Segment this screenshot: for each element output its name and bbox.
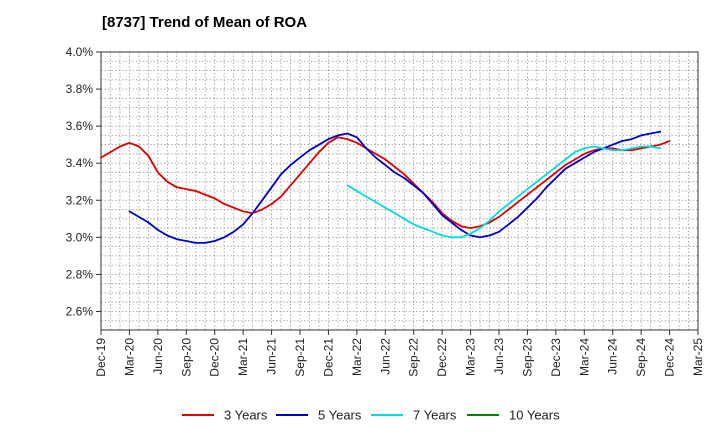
- x-tick-label: Jun-20: [151, 338, 165, 375]
- x-tick-label: Sep-21: [293, 338, 307, 377]
- x-tick-label: Sep-24: [634, 338, 648, 377]
- series-line-3-years: [100, 136, 671, 229]
- y-tick-label: 2.8%: [66, 267, 94, 281]
- x-tick-label: Jun-21: [265, 338, 279, 375]
- y-tick-label: 3.6%: [66, 119, 94, 133]
- x-tick-label: Dec-24: [663, 338, 677, 377]
- x-tick-label: Sep-22: [407, 338, 421, 377]
- x-tick-label: Mar-24: [577, 338, 591, 376]
- x-tick-label: Mar-20: [122, 338, 136, 376]
- x-tick-label: Dec-23: [549, 338, 563, 377]
- x-tick-label: Dec-21: [321, 338, 335, 377]
- x-tick-label: Mar-25: [691, 338, 705, 376]
- x-tick-label: Dec-20: [208, 338, 222, 377]
- y-tick-label: 3.2%: [66, 193, 94, 207]
- series-line-5-years: [128, 130, 661, 244]
- x-tick-label: Jun-22: [378, 338, 392, 375]
- legend-label-7-years: 7 Years: [413, 408, 457, 423]
- x-tick-label: Mar-22: [350, 338, 364, 376]
- legend-label-5-years: 5 Years: [318, 408, 362, 423]
- y-tick-label: 2.6%: [66, 304, 94, 318]
- chart-title: [8737] Trend of Mean of ROA: [102, 14, 308, 31]
- x-tick-label: Dec-19: [94, 338, 108, 377]
- x-tick-label: Sep-20: [179, 338, 193, 377]
- x-tick-label: Dec-22: [435, 338, 449, 377]
- x-tick-label: Jun-24: [606, 338, 620, 375]
- y-tick-label: 4.0%: [66, 45, 94, 59]
- grid-lines: [101, 52, 698, 330]
- x-tick-label: Mar-23: [464, 338, 478, 376]
- legend-label-3-years: 3 Years: [224, 408, 268, 423]
- plot-border: [100, 51, 699, 331]
- x-tick-label: Jun-23: [492, 338, 506, 375]
- x-tick-label: Sep-23: [520, 338, 534, 377]
- y-tick-label: 3.4%: [66, 156, 94, 170]
- y-tick-label: 3.8%: [66, 82, 94, 96]
- series-line-7-years: [346, 145, 661, 239]
- x-tick-label: Mar-21: [236, 338, 250, 376]
- y-tick-label: 3.0%: [66, 230, 94, 244]
- legend-label-10-years: 10 Years: [509, 408, 560, 423]
